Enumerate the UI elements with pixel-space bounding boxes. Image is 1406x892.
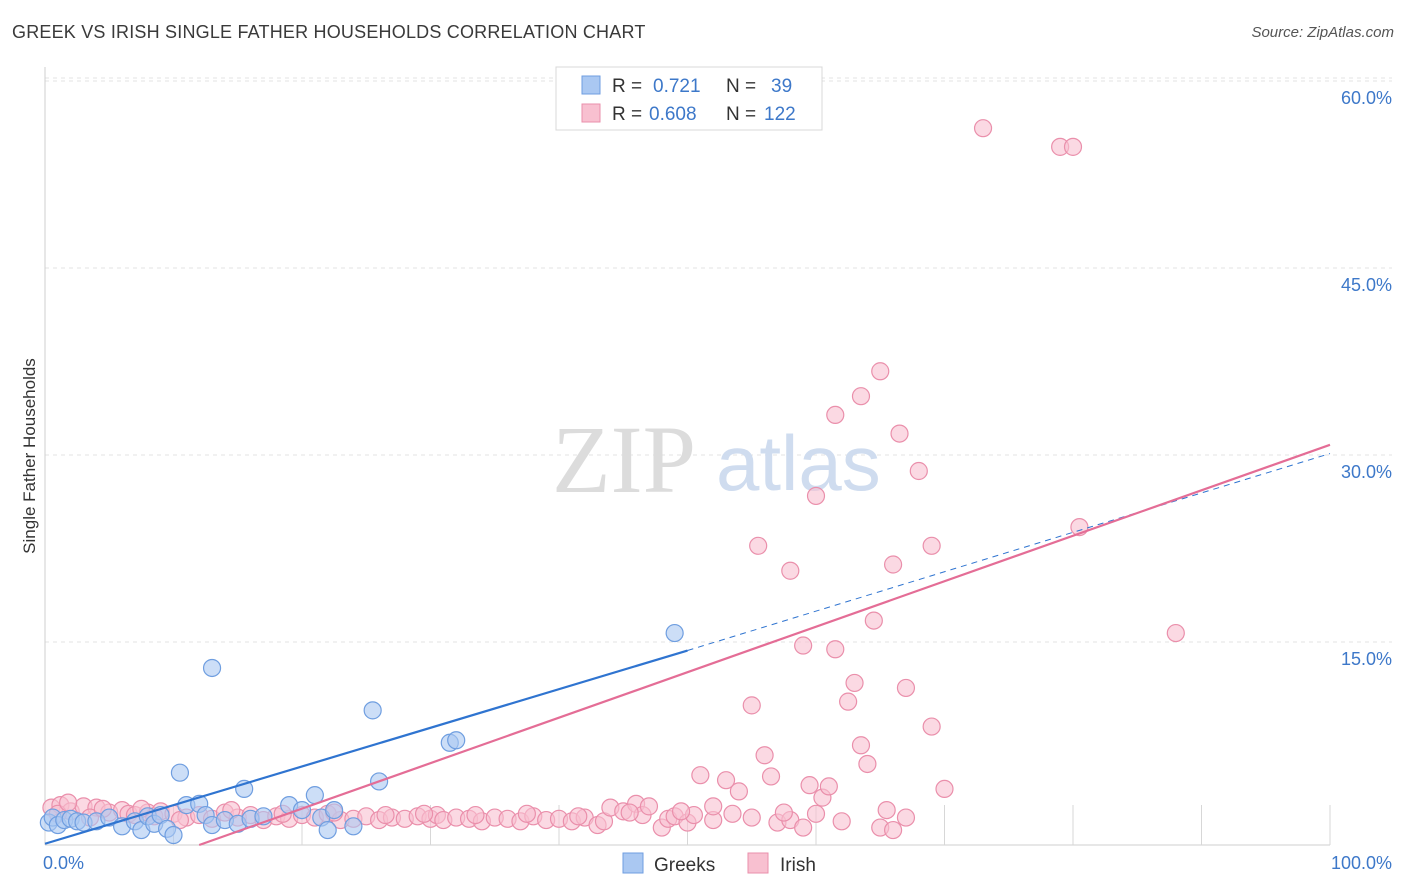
legend-r-value-greeks: 0.721 (653, 76, 701, 97)
point-irish (761, 767, 781, 786)
point-irish (691, 766, 710, 785)
point-greeks (363, 701, 382, 720)
point-irish (883, 555, 903, 574)
point-irish (723, 804, 742, 823)
trend-lines (44, 443, 1331, 847)
point-irish (826, 405, 845, 424)
point-irish (832, 812, 851, 831)
y-tick-labels: 15.0% 30.0% 45.0% 60.0% (1341, 88, 1392, 669)
legend-swatch-irish (581, 103, 601, 123)
scatter-points (39, 119, 1185, 845)
point-irish (1063, 137, 1083, 156)
legend-n-label-irish: N = (726, 104, 756, 125)
point-greeks (170, 763, 190, 782)
watermark-atlas: atlas (716, 419, 881, 507)
point-irish (466, 805, 485, 825)
point-greeks (665, 623, 684, 643)
point-irish (896, 808, 916, 827)
point-irish (806, 804, 826, 823)
point-irish (781, 561, 800, 580)
legend-box: R = 0.721 N = 39 R = 0.608 N = 122 (555, 66, 823, 131)
bottom-legend-greeks: Greeks (654, 855, 715, 876)
legend-n-value-irish: 122 (764, 104, 796, 125)
point-irish (877, 800, 896, 820)
watermark: ZIP atlas (552, 406, 881, 513)
point-irish (794, 636, 813, 655)
point-irish (851, 387, 871, 406)
point-greeks (100, 808, 119, 827)
point-irish (755, 746, 774, 765)
trend-line-greeks (44, 649, 688, 845)
bottom-legend-swatch-greeks (622, 852, 644, 874)
bottom-legend-irish: Irish (780, 855, 816, 876)
point-irish (569, 807, 588, 826)
point-irish (922, 536, 941, 555)
point-irish (749, 536, 768, 555)
point-irish (896, 678, 916, 698)
point-irish (376, 805, 395, 825)
legend-n-label-greeks: N = (726, 76, 756, 97)
point-greeks (318, 820, 337, 840)
trend-line-irish (198, 443, 1331, 847)
point-irish (858, 754, 877, 774)
y-tick-label: 60.0% (1341, 88, 1392, 108)
point-irish (671, 802, 691, 821)
trend-line-extension-greeks (687, 453, 1331, 651)
point-irish (826, 640, 845, 659)
point-irish (935, 779, 954, 799)
legend-swatch-greeks (581, 75, 601, 95)
point-irish (742, 696, 761, 715)
point-irish (922, 717, 941, 736)
point-irish (1166, 623, 1185, 643)
legend-r-label-irish: R = (612, 104, 642, 125)
legend-n-value-greeks: 39 (771, 76, 792, 97)
source-label: Source: ZipAtlas.com (1251, 24, 1394, 41)
bottom-legend: Greeks Irish (622, 852, 816, 876)
y-tick-label: 15.0% (1341, 649, 1392, 669)
point-irish (864, 611, 883, 630)
point-irish (59, 793, 78, 812)
point-irish (883, 820, 903, 840)
point-irish (973, 119, 993, 138)
point-irish (871, 362, 890, 381)
point-greeks (325, 800, 344, 820)
chart-title: GREEK VS IRISH SINGLE FATHER HOUSEHOLDS … (12, 22, 646, 42)
point-irish (729, 782, 749, 801)
point-irish (620, 803, 639, 822)
point-irish (517, 804, 536, 823)
x-tick-label: 100.0% (1331, 853, 1392, 873)
point-irish (794, 818, 813, 837)
x-tick-labels: 0.0% 100.0% (43, 853, 1392, 873)
point-greeks (292, 800, 312, 820)
point-greeks (202, 658, 222, 678)
point-irish (890, 424, 909, 443)
y-tick-label: 30.0% (1341, 462, 1392, 482)
y-axis-label: Single Father Households (20, 358, 39, 554)
point-irish (839, 692, 858, 711)
point-irish (639, 797, 659, 816)
point-irish (704, 797, 723, 816)
point-irish (851, 736, 871, 755)
point-irish (800, 776, 819, 795)
point-irish (845, 673, 864, 693)
point-irish (819, 777, 838, 796)
x-tick-label: 0.0% (43, 853, 84, 873)
watermark-zip: ZIP (552, 406, 696, 513)
point-irish (742, 808, 761, 827)
point-irish (806, 486, 826, 506)
y-tick-label: 45.0% (1341, 275, 1392, 295)
point-greeks (344, 817, 363, 836)
bottom-legend-swatch-irish (747, 852, 769, 874)
point-irish (716, 771, 736, 790)
point-irish (414, 804, 434, 823)
point-irish (909, 461, 928, 481)
point-greeks (164, 825, 183, 845)
grid-lines (45, 77, 1392, 643)
point-irish (170, 810, 190, 830)
point-irish (774, 803, 793, 822)
point-greeks (447, 731, 466, 750)
legend-r-label-greeks: R = (612, 76, 642, 97)
legend-r-value-irish: 0.608 (649, 104, 697, 125)
